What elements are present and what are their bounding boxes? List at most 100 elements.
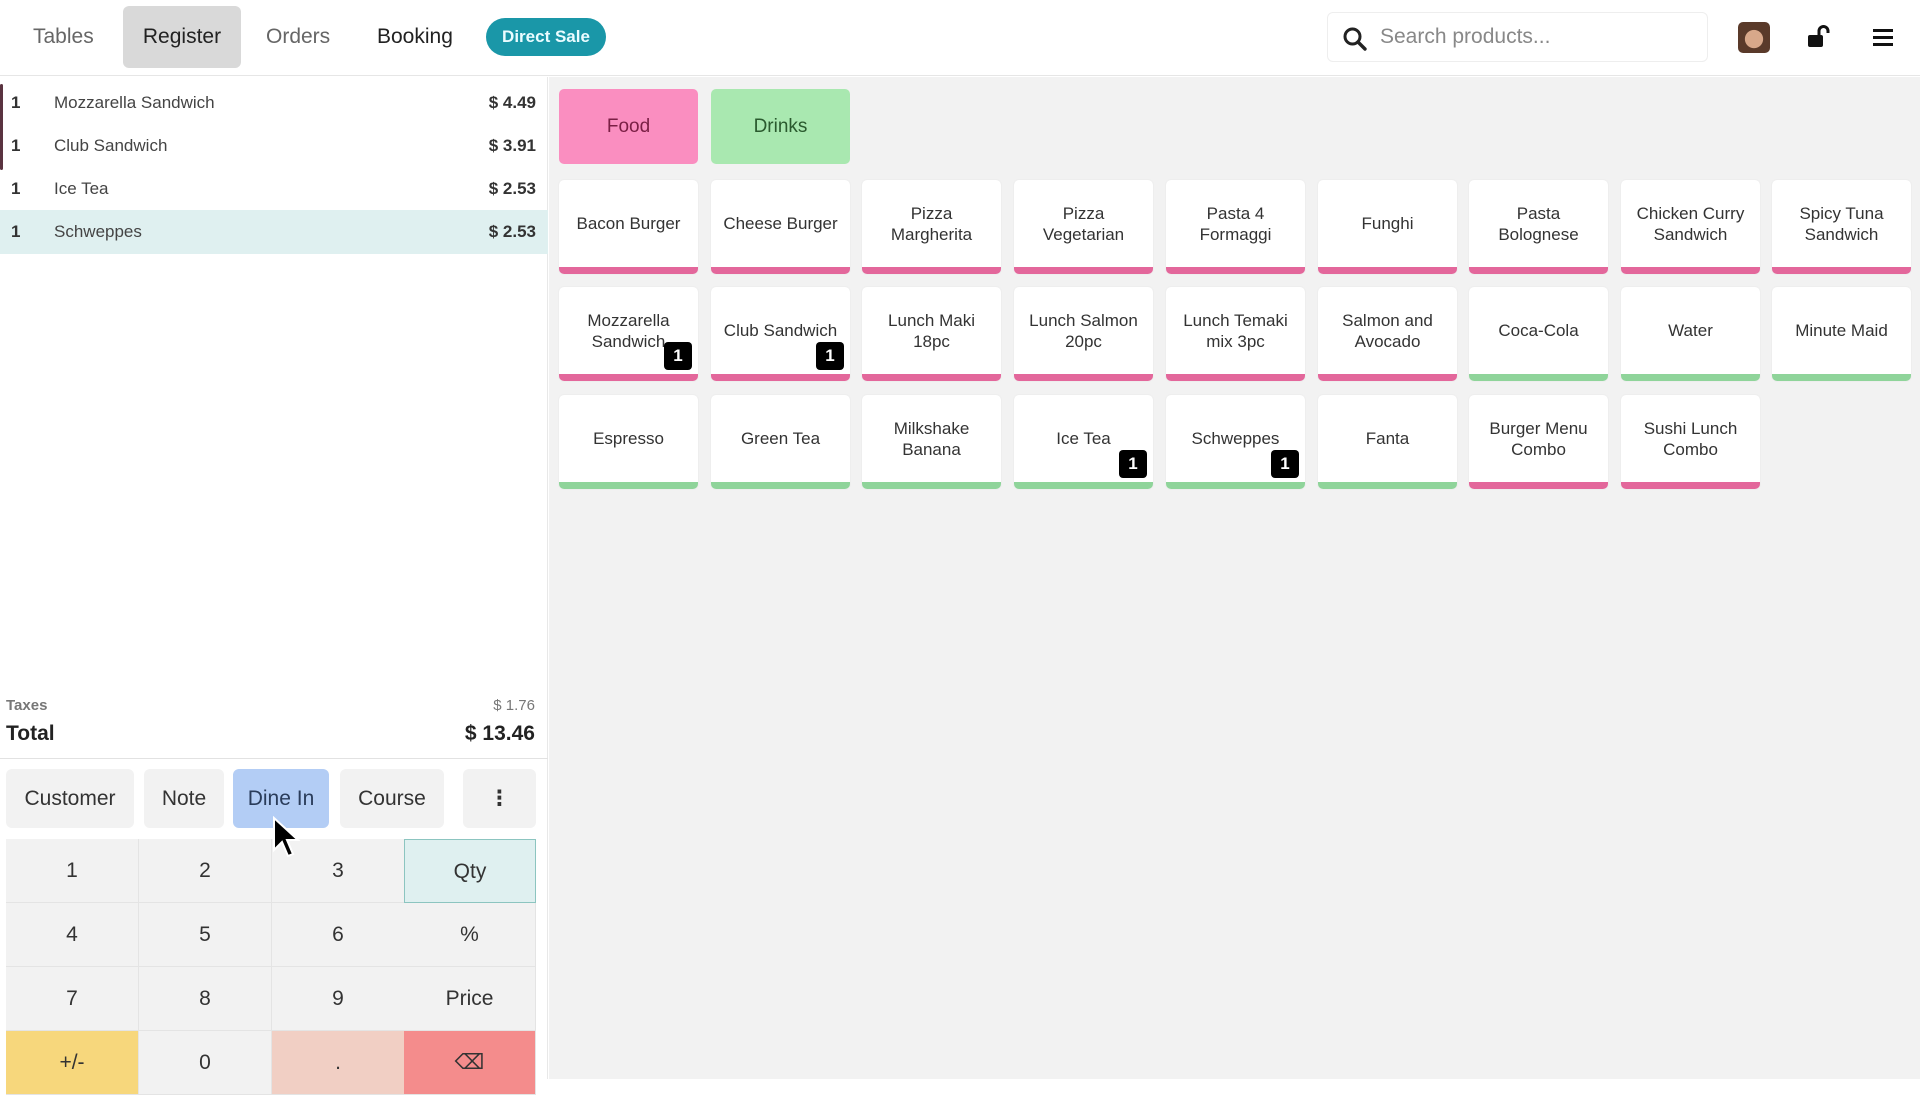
note-button[interactable]: Note [144, 769, 224, 828]
search-input[interactable] [1380, 13, 1700, 61]
category-color-bar [559, 267, 698, 274]
product-tile[interactable]: Coca-Cola [1469, 287, 1608, 381]
product-tile[interactable]: Cheese Burger [711, 180, 850, 274]
divider [0, 758, 548, 759]
product-tile[interactable]: Lunch Temaki mix 3pc [1166, 287, 1305, 381]
total-value: $ 13.46 [464, 722, 535, 745]
product-name: Mozzarella Sandwich [587, 310, 670, 351]
product-tile[interactable]: Pizza Margherita [862, 180, 1001, 274]
numpad-key-2[interactable]: 2 [139, 839, 272, 903]
product-panel: Food Drinks Bacon Burger Cheese Burger Piz… [549, 77, 1920, 1079]
order-line[interactable]: 1 Club Sandwich $ 3.91 [0, 124, 548, 167]
product-tile[interactable]: Fanta [1318, 395, 1457, 489]
user-avatar[interactable] [1738, 22, 1770, 53]
numpad-key-3[interactable]: 3 [272, 839, 405, 903]
direct-sale-button[interactable]: Direct Sale [486, 18, 606, 56]
customer-button[interactable]: Customer [6, 769, 134, 828]
order-line-qty: 1 [11, 93, 21, 112]
category-color-bar [1166, 482, 1305, 489]
product-tile[interactable]: Mozzarella Sandwich 1 [559, 287, 698, 381]
product-tile[interactable]: Lunch Maki 18pc [862, 287, 1001, 381]
category-color-bar [1318, 267, 1457, 274]
product-name: Pasta Bolognese [1498, 203, 1579, 244]
product-tile[interactable]: Green Tea [711, 395, 850, 489]
category-color-bar [1772, 374, 1911, 381]
product-tile[interactable]: Lunch Salmon 20pc [1014, 287, 1153, 381]
tab-register[interactable]: Register [123, 6, 241, 68]
numpad-key-8[interactable]: 8 [139, 967, 272, 1031]
price-mode-button[interactable]: Price [404, 967, 536, 1031]
course-button[interactable]: Course [340, 769, 444, 828]
order-line-price: $ 2.53 [488, 222, 536, 241]
category-drinks[interactable]: Drinks [711, 89, 850, 164]
order-line-qty: 1 [11, 179, 21, 198]
total-label: Total [6, 722, 55, 745]
numpad-key-7[interactable]: 7 [6, 967, 139, 1031]
product-tile[interactable]: Ice Tea 1 [1014, 395, 1153, 489]
product-name: Espresso [593, 429, 664, 448]
numpad-key-5[interactable]: 5 [139, 903, 272, 967]
order-accent-bar [0, 84, 3, 170]
product-name: Burger Menu Combo [1489, 418, 1588, 459]
order-line[interactable]: 1 Ice Tea $ 2.53 [0, 167, 548, 210]
product-tile[interactable]: Club Sandwich 1 [711, 287, 850, 381]
product-tile[interactable]: Funghi [1318, 180, 1457, 274]
product-name: Lunch Salmon 20pc [1029, 310, 1138, 351]
product-tile[interactable]: Pizza Vegetarian [1014, 180, 1153, 274]
product-tile[interactable]: Spicy Tuna Sandwich [1772, 180, 1911, 274]
category-color-bar [711, 482, 850, 489]
numpad-key-0[interactable]: 0 [139, 1031, 272, 1095]
category-color-bar [711, 267, 850, 274]
category-color-bar [1014, 267, 1153, 274]
product-tile[interactable]: Pasta Bolognese [1469, 180, 1608, 274]
product-tile[interactable]: Espresso [559, 395, 698, 489]
hamburger-menu-icon[interactable] [1866, 20, 1900, 54]
backspace-icon[interactable]: ⌫ [404, 1031, 536, 1095]
product-name: Spicy Tuna Sandwich [1799, 203, 1884, 244]
order-line[interactable]: 1 Mozzarella Sandwich $ 4.49 [0, 81, 548, 124]
product-tile[interactable]: Bacon Burger [559, 180, 698, 274]
product-tile[interactable]: Burger Menu Combo [1469, 395, 1608, 489]
category-color-bar [862, 267, 1001, 274]
order-line-qty: 1 [11, 136, 21, 155]
product-tile[interactable]: Milkshake Banana [862, 395, 1001, 489]
category-color-bar [1014, 374, 1153, 381]
product-tile[interactable]: Chicken Curry Sandwich [1621, 180, 1760, 274]
tab-booking[interactable]: Booking [377, 25, 453, 48]
product-name: Minute Maid [1795, 321, 1888, 340]
product-name: Pizza Margherita [890, 203, 973, 244]
product-tile[interactable]: Pasta 4 Formaggi [1166, 180, 1305, 274]
category-color-bar [1318, 482, 1457, 489]
decimal-button[interactable]: . [272, 1031, 405, 1095]
tab-tables[interactable]: Tables [33, 25, 94, 48]
qty-mode-button[interactable]: Qty [404, 839, 536, 903]
product-tile[interactable]: Salmon and Avocado [1318, 287, 1457, 381]
dine-in-button[interactable]: Dine In [233, 769, 329, 828]
numpad-key-6[interactable]: 6 [272, 903, 405, 967]
product-name: Milkshake Banana [893, 418, 970, 459]
product-tile[interactable]: Water [1621, 287, 1760, 381]
category-color-bar [1166, 374, 1305, 381]
product-tile[interactable]: Schweppes 1 [1166, 395, 1305, 489]
numpad-key-9[interactable]: 9 [272, 967, 405, 1031]
numpad-key-4[interactable]: 4 [6, 903, 139, 967]
quantity-badge: 1 [816, 342, 844, 370]
order-line-price: $ 2.53 [488, 179, 536, 198]
more-options-icon[interactable]: ⋮ [463, 769, 536, 828]
discount-mode-button[interactable]: % [404, 903, 536, 967]
product-name: Club Sandwich [723, 321, 838, 340]
numpad-key-1[interactable]: 1 [6, 839, 139, 903]
plus-minus-button[interactable]: +/- [6, 1031, 139, 1095]
category-color-bar [862, 482, 1001, 489]
unlock-icon[interactable] [1800, 20, 1834, 54]
order-line-selected[interactable]: 1 Schweppes $ 2.53 [0, 210, 548, 254]
search-box[interactable] [1327, 12, 1708, 62]
product-tile[interactable]: Sushi Lunch Combo [1621, 395, 1760, 489]
order-line-price: $ 4.49 [488, 93, 536, 112]
category-color-bar [862, 374, 1001, 381]
product-name: Pizza Vegetarian [1042, 203, 1125, 244]
product-tile[interactable]: Minute Maid [1772, 287, 1911, 381]
category-color-bar [1621, 374, 1760, 381]
tab-orders[interactable]: Orders [266, 25, 331, 48]
category-food[interactable]: Food [559, 89, 698, 164]
